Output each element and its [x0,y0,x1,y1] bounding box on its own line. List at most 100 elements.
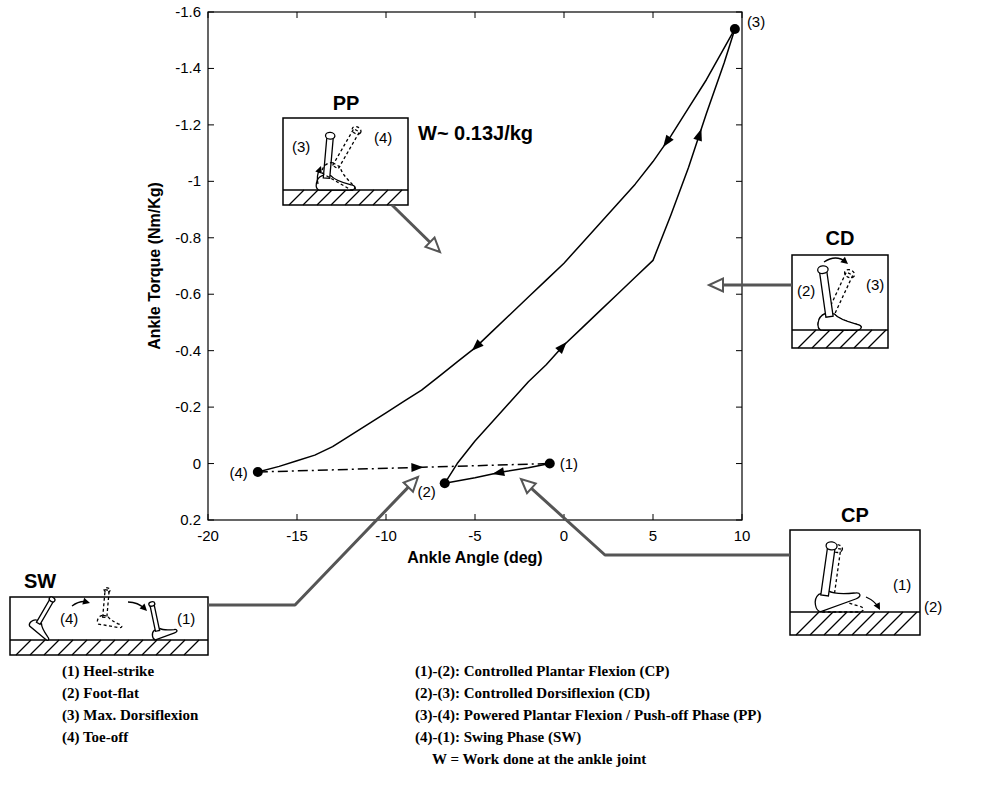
inset-connector-head [404,472,423,491]
foot-sketch [818,314,861,330]
y-tick-label: -0.2 [175,398,201,415]
x-tick-label: 5 [649,527,657,544]
x-tick [475,514,476,520]
ground-hatch [58,640,73,655]
ground-hatch [156,640,171,655]
event-label: (2) [417,483,435,500]
inset-1: CD(2)(3) [792,227,888,348]
y-tick [736,237,742,238]
knee-sketch [148,601,155,607]
event-point [253,467,263,477]
x-tick [653,514,654,520]
inset-0: CP(1)(2) [790,504,942,635]
foot-sketch [818,314,861,330]
background [0,0,985,795]
knee-sketch [351,125,362,136]
x-tick [297,514,298,520]
knee-sketch [843,268,856,279]
event-legend: (4) Toe-off [62,729,129,746]
inset-connector [723,284,792,287]
ground-hatch [16,640,31,655]
ground-line [790,611,920,613]
ground-hatch [142,640,157,655]
ground-hatch [373,190,388,205]
inset-box [792,255,888,348]
event-point [545,459,555,469]
direction-arrow [659,135,673,150]
ground-hatch [345,190,360,205]
foot-sketch [812,581,861,613]
ground-hatch [114,640,129,655]
y-tick [736,294,742,295]
inset-connector-head [709,279,723,292]
inset-2: PP(3)(4) [283,92,408,205]
y-tick [208,124,214,125]
phase-curve [258,29,735,472]
ground-hatch [100,640,115,655]
phase-legend: (2)-(3): Controlled Dorsiflexion (CD) [415,685,650,702]
y-tick [736,124,742,125]
phase-legend: (1)-(2): Controlled Plantar Flexion (CP) [415,663,669,680]
inset-label: (3) [866,276,884,293]
shank-sketch [819,269,833,317]
x-tick-label: -20 [197,527,219,544]
knee-sketch [817,265,828,274]
inset-title: CP [841,504,869,526]
y-axis-title: Ankle Torque (Nm/Kg) [146,182,163,350]
motion-arrow-head [82,598,91,607]
inset-label: (1) [893,576,911,593]
ground-hatch [852,612,875,635]
x-tick-label: -5 [468,527,481,544]
event-point [730,24,740,34]
inset-connector [531,488,790,555]
y-tick [736,181,742,182]
inset-connector-head [425,238,444,257]
x-tick-label: -10 [375,527,397,544]
y-tick [736,407,742,408]
event-point [440,478,450,488]
shank-sketch [150,604,160,632]
y-tick [736,350,742,351]
ground-hatch [812,330,830,348]
event-label: (3) [747,13,765,30]
y-tick [736,68,742,69]
ground-hatch [317,190,332,205]
shank-sketch [37,598,54,624]
phase-curve [258,464,550,472]
ground-hatch [128,640,143,655]
shank-sketch [333,129,360,169]
ground-line [10,639,208,641]
y-tick [208,181,214,182]
plot-frame [208,12,742,520]
phase-curve [445,29,735,483]
y-tick-label: -1 [188,172,201,189]
ground-hatch [880,612,903,635]
x-axis-title: Ankle Angle (deg) [407,549,542,566]
chart: -20-15-10-505100.20-0.2-0.4-0.6-0.8-1-1.… [0,0,985,795]
inset-3: SW(4)(1) [10,570,208,655]
foot-sketch [97,615,123,629]
x-tick [653,12,654,18]
ground-hatch [840,330,858,348]
x-tick-label: 0 [560,527,568,544]
ground-hatch [184,640,199,655]
ground-hatch [866,612,889,635]
shank-sketch [323,136,333,179]
event-legend: (2) Foot-flat [62,685,139,702]
ground-hatch [798,330,816,348]
y-tick [208,68,214,69]
x-tick [564,12,565,18]
ground-hatch [44,640,59,655]
x-tick [386,514,387,520]
event-legend: (3) Max. Dorsiflexion [62,707,199,724]
inset-connector [392,205,430,242]
ground-hatch [86,640,101,655]
y-tick-label: -1.2 [175,116,201,133]
x-tick [297,12,298,18]
knee-sketch [826,541,838,550]
direction-arrow [693,127,705,141]
y-tick [736,463,742,464]
y-tick-label: -0.4 [175,342,201,359]
footnote: W = Work done at the ankle joint [432,751,646,767]
plot-area [253,24,740,488]
